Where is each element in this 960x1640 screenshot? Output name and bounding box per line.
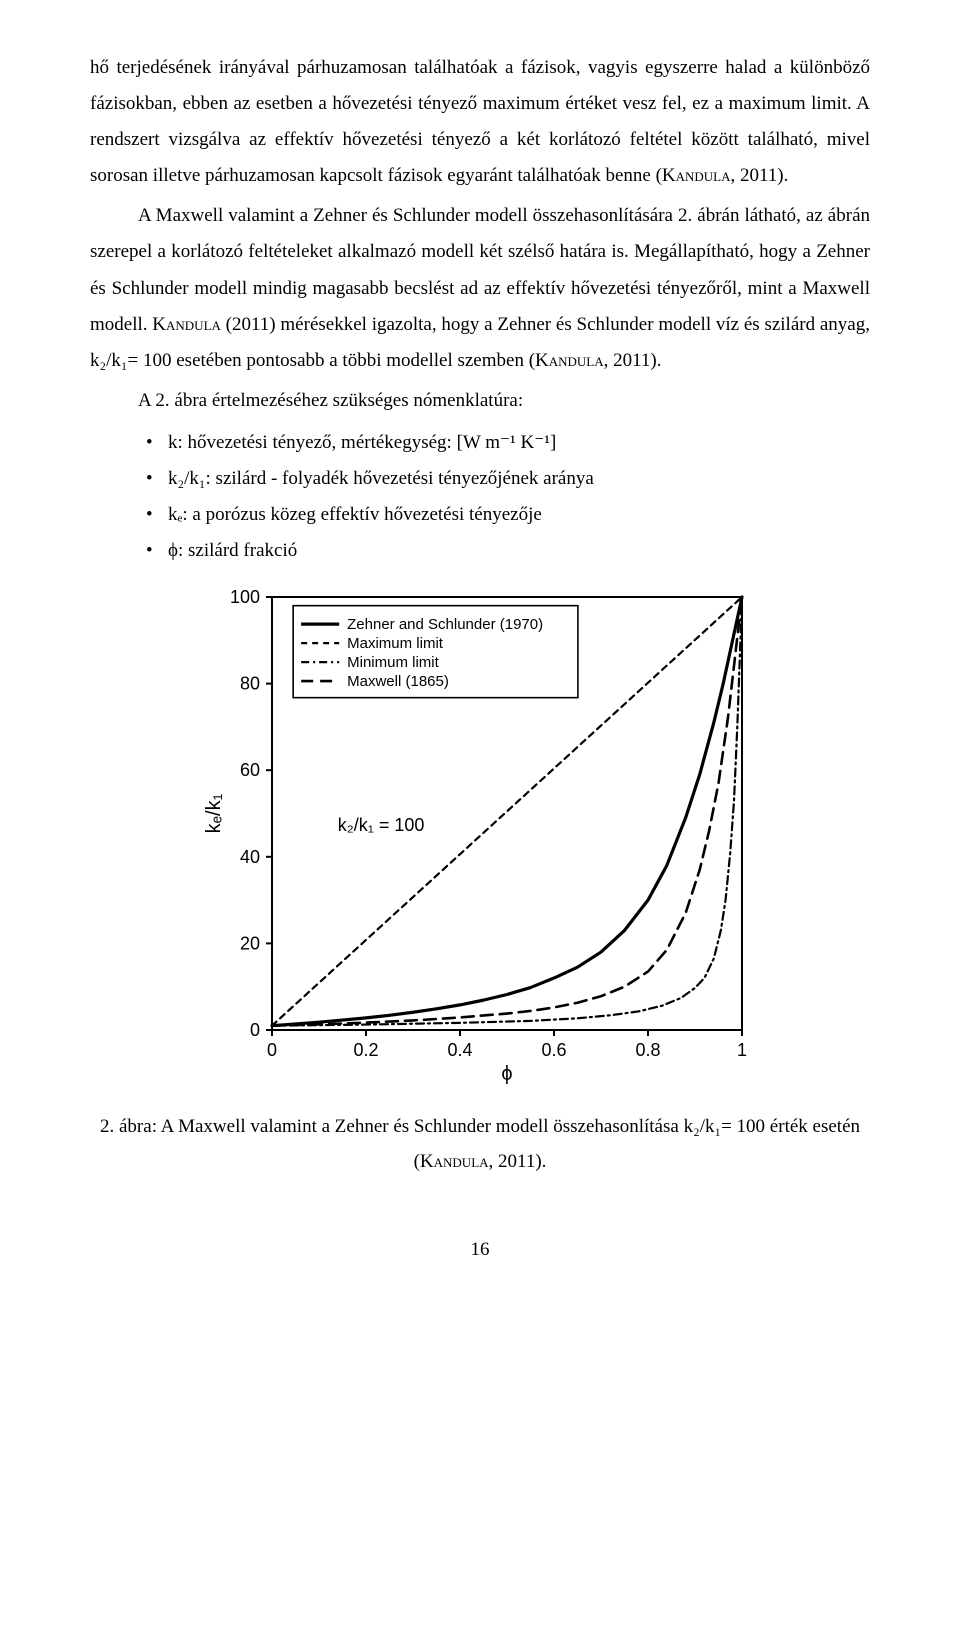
paragraph-3: A 2. ábra értelmezéséhez szükséges nómen… [90, 383, 870, 419]
list-item: k: hővezetési tényező, mértékegység: [W … [146, 425, 870, 461]
caption-part-b: , 2011). [489, 1151, 547, 1172]
svg-text:Zehner and Schlunder (1970): Zehner and Schlunder (1970) [347, 616, 543, 633]
list-item: kₑ: a porózus közeg effektív hővezetési … [146, 497, 870, 533]
list-item: ϕ: szilárd frakció [146, 533, 870, 569]
para2-part-c: , 2011). [604, 350, 662, 371]
figure-caption: 2. ábra: A Maxwell valamint a Zehner és … [90, 1110, 870, 1178]
paragraph-2: A Maxwell valamint a Zehner és Schlunder… [90, 198, 870, 378]
svg-text:80: 80 [240, 674, 260, 694]
svg-text:40: 40 [240, 847, 260, 867]
svg-text:0: 0 [250, 1020, 260, 1040]
author-ref-3: Kandula [535, 350, 604, 371]
svg-text:Maxwell (1865): Maxwell (1865) [347, 673, 449, 690]
figure-2: 0 20 40 60 80 100 0 0.2 0.4 0.6 0.8 1 ϕ kₑ/k₁ k₂/k₁ = … [90, 583, 870, 1088]
page-number: 16 [90, 1239, 870, 1261]
svg-text:0.8: 0.8 [635, 1040, 660, 1060]
author-ref-1: Kandula [662, 165, 731, 186]
svg-text:20: 20 [240, 934, 260, 954]
svg-text:60: 60 [240, 761, 260, 781]
nomenclature-list: k: hővezetési tényező, mértékegység: [W … [90, 425, 870, 569]
svg-text:0.6: 0.6 [541, 1040, 566, 1060]
svg-text:0: 0 [267, 1040, 277, 1060]
svg-text:1: 1 [737, 1040, 747, 1060]
svg-text:0.4: 0.4 [447, 1040, 472, 1060]
list-item: k₂/k₁: szilárd - folyadék hővezetési tén… [146, 461, 870, 497]
svg-text:100: 100 [230, 587, 260, 607]
svg-text:ϕ: ϕ [501, 1063, 512, 1085]
para1-part-b: , 2011). [731, 165, 789, 186]
svg-text:Maximum limit: Maximum limit [347, 635, 444, 652]
svg-text:k₂/k₁ = 100: k₂/k₁ = 100 [338, 815, 425, 835]
svg-text:Minimum limit: Minimum limit [347, 654, 439, 671]
svg-text:0.2: 0.2 [353, 1040, 378, 1060]
author-ref-4: Kandula [420, 1151, 489, 1172]
paragraph-1: hő terjedésének irányával párhuzamosan t… [90, 50, 870, 194]
author-ref-2: Kandula [152, 314, 221, 335]
chart-line: 0 20 40 60 80 100 0 0.2 0.4 0.6 0.8 1 ϕ kₑ/k₁ k₂/k₁ = … [200, 583, 760, 1088]
svg-text:kₑ/k₁: kₑ/k₁ [203, 794, 225, 834]
